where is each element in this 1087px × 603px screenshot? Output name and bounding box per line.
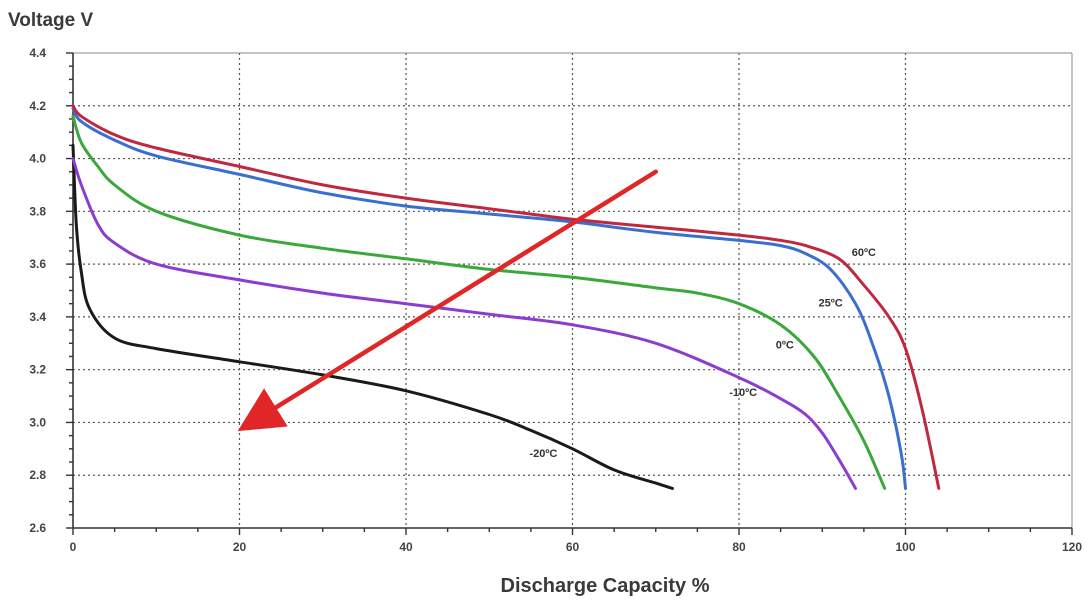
trend-arrow: [237, 169, 658, 432]
axes: [66, 52, 1073, 535]
y-tick-label: 2.8: [29, 468, 46, 482]
y-tick-label: 3.0: [29, 415, 46, 429]
series-line-60C: [71, 104, 941, 490]
x-tick-label: 40: [399, 540, 413, 554]
series-label--20C: -20ºC: [529, 448, 557, 460]
y-tick-label: 4.0: [29, 152, 46, 166]
series-labels: 60ºC 25ºC 0ºC -10ºC -20ºC: [529, 247, 876, 460]
series-label--10C: -10ºC: [729, 387, 757, 399]
x-tick-label: 20: [233, 540, 247, 554]
y-tick-label: 4.2: [29, 99, 46, 113]
series-label-60C: 60ºC: [852, 247, 876, 259]
series-line--20C: [71, 143, 674, 490]
series-label-25C: 25ºC: [818, 297, 842, 309]
series-line-25C: [71, 106, 907, 490]
tick-labels: 0 20 40 60 80 100 120 2.6 2.8 3.0 3.2 3.4 3.6 3.8 4.0 4…: [29, 46, 1082, 554]
y-tick-label: 3.6: [29, 257, 46, 271]
x-tick-label: 60: [566, 540, 580, 554]
x-axis-title: Discharge Capacity %: [501, 575, 710, 597]
y-axis-title: Voltage V: [8, 10, 93, 31]
annotations: [237, 169, 658, 432]
y-tick-label: 3.4: [29, 310, 46, 324]
x-tick-label: 0: [70, 540, 77, 554]
series: [71, 104, 941, 490]
y-tick-label: 2.6: [29, 521, 46, 535]
x-tick-label: 80: [732, 540, 746, 554]
y-tick-label: 4.4: [29, 46, 46, 60]
y-tick-label: 3.8: [29, 204, 46, 218]
series-line--10C: [71, 157, 857, 490]
series-line-0C: [71, 114, 887, 490]
grid: [73, 53, 1072, 528]
x-tick-label: 120: [1062, 540, 1082, 554]
x-tick-label: 100: [895, 540, 915, 554]
y-tick-label: 3.2: [29, 363, 46, 377]
series-label-0C: 0ºC: [776, 340, 794, 352]
